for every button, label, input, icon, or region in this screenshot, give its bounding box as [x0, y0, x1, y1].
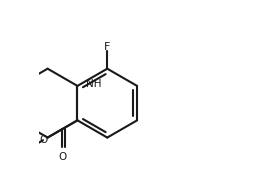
Text: O: O — [58, 152, 66, 162]
Text: O: O — [40, 135, 48, 145]
Text: F: F — [104, 42, 110, 52]
Text: NH: NH — [86, 79, 102, 89]
